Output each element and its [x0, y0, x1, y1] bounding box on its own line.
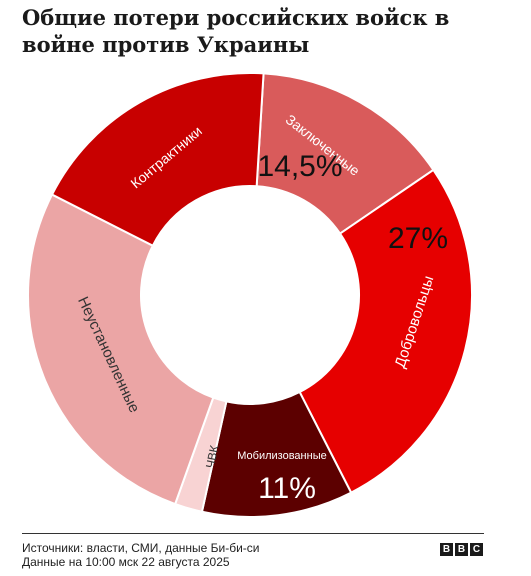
slice-label: Мобилизованные	[237, 450, 326, 462]
value-label: 27%	[388, 222, 448, 255]
slice-4	[27, 193, 215, 506]
logo-letter: B	[455, 543, 468, 556]
slice-0	[255, 72, 435, 235]
slice-1	[298, 168, 473, 494]
value-label: 11%	[258, 472, 316, 505]
source-line: Источники: власти, СМИ, данные Би-би-си	[22, 541, 260, 555]
bbc-logo: B B C	[440, 543, 483, 556]
slice-label: ЧВК	[203, 444, 221, 469]
slice-5	[50, 72, 265, 248]
divider	[22, 533, 484, 534]
date-line: Данные на 10:00 мск 22 августа 2025	[22, 555, 230, 569]
chart-title: Общие потери российских войск в войне пр…	[22, 5, 450, 57]
logo-letter: C	[470, 543, 483, 556]
value-label: 14,5%	[257, 150, 342, 183]
logo-letter: B	[440, 543, 453, 556]
source-note: Источники: власти, СМИ, данные Би-би-си …	[22, 541, 259, 569]
